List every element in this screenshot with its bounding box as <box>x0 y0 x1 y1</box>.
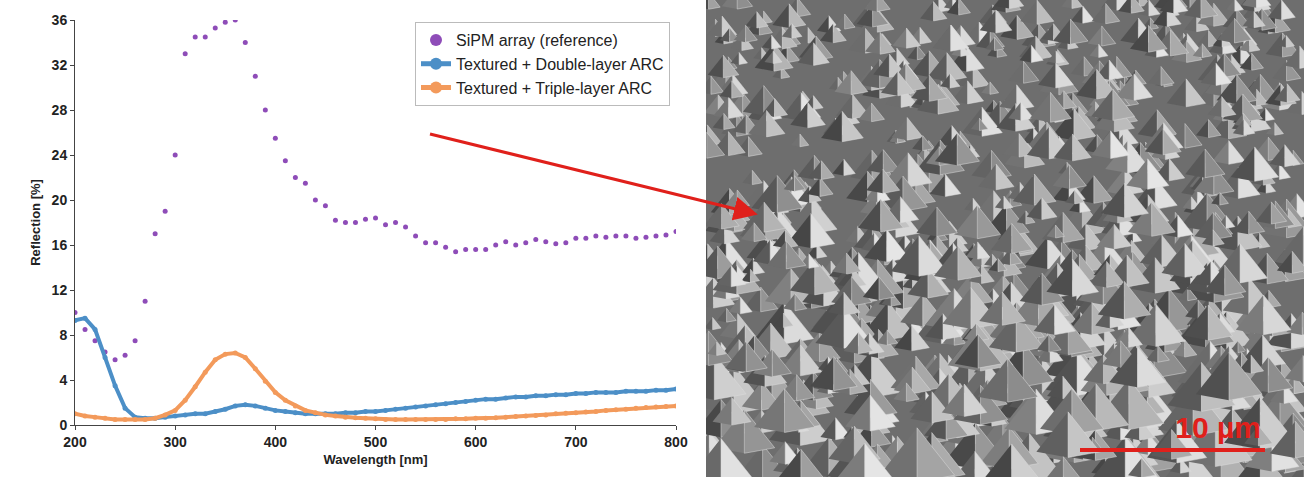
svg-text:0: 0 <box>59 417 67 433</box>
svg-text:32: 32 <box>52 57 68 73</box>
svg-text:4: 4 <box>59 372 67 388</box>
svg-text:600: 600 <box>464 434 488 450</box>
svg-text:Textured + Double-layer ARC: Textured + Double-layer ARC <box>456 56 664 73</box>
svg-text:400: 400 <box>264 434 288 450</box>
svg-text:16: 16 <box>52 237 68 253</box>
svg-text:12: 12 <box>52 282 68 298</box>
svg-text:300: 300 <box>163 434 187 450</box>
svg-text:20: 20 <box>52 192 68 208</box>
svg-text:Wavelength [nm]: Wavelength [nm] <box>323 452 427 467</box>
svg-text:500: 500 <box>364 434 388 450</box>
svg-text:200: 200 <box>63 434 87 450</box>
svg-text:SiPM array (reference): SiPM array (reference) <box>456 32 618 49</box>
svg-text:24: 24 <box>52 147 68 163</box>
svg-text:Reflection [%]: Reflection [%] <box>28 179 43 266</box>
svg-text:8: 8 <box>59 327 67 343</box>
svg-text:36: 36 <box>52 12 68 28</box>
svg-text:700: 700 <box>564 434 588 450</box>
svg-text:800: 800 <box>664 434 688 450</box>
svg-text:10 µm: 10 µm <box>1175 411 1261 444</box>
svg-text:Textured + Triple-layer ARC: Textured + Triple-layer ARC <box>456 80 652 97</box>
svg-text:28: 28 <box>52 102 68 118</box>
